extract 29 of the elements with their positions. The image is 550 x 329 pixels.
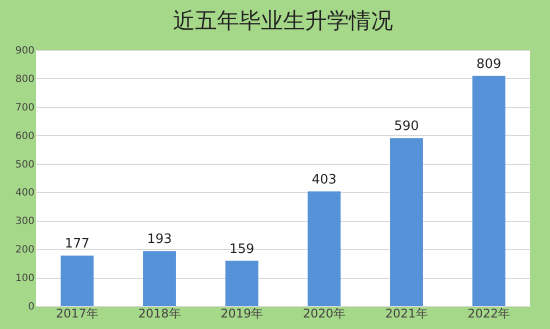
y-tick-label: 400	[15, 188, 34, 199]
bar	[472, 76, 506, 306]
data-label: 159	[229, 242, 254, 257]
x-tick-label: 2017年	[56, 306, 98, 320]
chart-title: 近五年毕业生升学情况	[173, 9, 393, 34]
bar	[143, 251, 176, 306]
data-label: 177	[64, 236, 90, 252]
y-tick-label: 800	[15, 74, 34, 85]
data-label: 193	[147, 232, 172, 248]
data-label: 403	[312, 172, 337, 188]
y-tick-label: 0	[28, 302, 34, 312]
bar	[225, 260, 258, 306]
y-tick-label: 300	[15, 216, 34, 228]
data-label: 590	[394, 119, 419, 134]
y-tick-label: 700	[15, 102, 34, 114]
y-tick-label: 600	[15, 130, 34, 142]
y-tick-label: 900	[15, 46, 34, 56]
bar	[390, 138, 423, 306]
bar	[60, 256, 94, 306]
x-tick-label: 2020年	[302, 306, 346, 320]
y-tick-label: 100	[15, 273, 34, 284]
x-tick-label: 2022年	[468, 306, 510, 320]
x-tick-label: 2019年	[220, 306, 264, 320]
bar	[308, 191, 341, 306]
y-tick-label: 500	[15, 159, 34, 170]
x-tick-label: 2021年	[385, 306, 428, 320]
data-label: 809	[476, 56, 502, 72]
x-tick-label: 2018年	[138, 306, 181, 320]
y-tick-label: 200	[15, 244, 34, 256]
